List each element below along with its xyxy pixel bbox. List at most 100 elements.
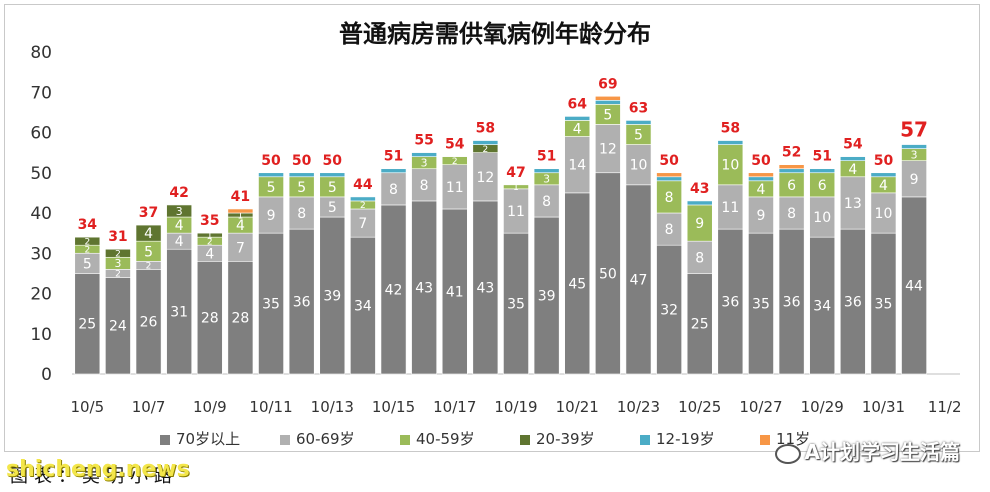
bar-total-label: 37 <box>139 205 158 221</box>
segment-value-label: 28 <box>231 311 249 327</box>
bar-segment <box>686 200 713 206</box>
segment-value-label: 4 <box>175 234 184 250</box>
x-tick-label: 10/23 <box>617 398 660 416</box>
bar-segment <box>564 116 591 121</box>
segment-value-label: 36 <box>844 295 862 311</box>
bar-segment <box>870 172 897 178</box>
bar-segment <box>686 240 713 274</box>
chart-frame <box>4 4 980 452</box>
bar-segment <box>472 140 499 145</box>
legend-label: 12-19岁 <box>656 430 715 448</box>
segment-value-label: 2 <box>207 237 213 247</box>
legend-swatch <box>160 434 170 445</box>
bar-segment <box>227 232 254 262</box>
bar-segment <box>503 184 529 190</box>
bar-segment <box>350 236 376 375</box>
bar-segment <box>809 236 836 375</box>
bar-total-label: 54 <box>843 137 863 153</box>
bar-segment <box>441 208 468 375</box>
segment-value-label: 43 <box>476 281 494 297</box>
segment-value-label: 28 <box>201 311 219 327</box>
segment-value-label: 1 <box>207 231 213 241</box>
bar-total-label: 54 <box>445 137 465 153</box>
bar-segment <box>748 232 774 375</box>
bar-segment <box>227 260 254 375</box>
y-tick-label: 0 <box>41 365 52 385</box>
bar-total-label: 35 <box>200 213 219 229</box>
segment-value-label: 4 <box>205 246 214 262</box>
segment-value-label: 5 <box>297 180 306 196</box>
bar-total-label: 41 <box>231 189 250 205</box>
chart-title: 普通病房需供氧病例年龄分布 <box>339 20 651 48</box>
bar-segment <box>625 184 652 375</box>
bar-segment <box>748 196 774 234</box>
bar-segment <box>625 120 652 125</box>
segment-value-label: 7 <box>236 240 245 256</box>
segment-value-label: 8 <box>297 206 306 222</box>
segment-value-label: 3 <box>114 257 121 270</box>
bar-segment <box>809 196 836 238</box>
bar-total-label: 57 <box>900 118 928 142</box>
x-tick-label: 10/11 <box>249 398 292 416</box>
segment-value-label: 10 <box>875 206 893 222</box>
y-tick-label: 70 <box>30 83 52 103</box>
bar-segment <box>135 224 162 242</box>
segment-value-label: 5 <box>328 180 337 196</box>
segment-value-label: 50 <box>599 266 617 282</box>
bar-segment <box>503 232 529 375</box>
legend-item: 70岁以上 <box>160 428 240 449</box>
legend-item: 20-39岁 <box>520 428 595 449</box>
bar-segment <box>380 172 407 206</box>
segment-value-label: 35 <box>262 297 280 313</box>
bar-total-label: 50 <box>292 153 312 169</box>
bar-segment <box>809 172 836 198</box>
segment-value-label: 2 <box>84 237 90 247</box>
bar-segment <box>166 204 193 218</box>
bar-segment <box>778 228 805 375</box>
segment-value-label: 4 <box>236 218 245 234</box>
bar-segment <box>595 172 621 375</box>
bar-segment <box>901 160 927 198</box>
bar-segment <box>380 168 407 174</box>
segment-value-label: 5 <box>267 180 276 196</box>
segment-value-label: 42 <box>385 283 403 299</box>
account-label: A计划学习生活篇 <box>804 440 960 464</box>
bar-total-label: 50 <box>261 153 281 169</box>
segment-value-label: 9 <box>757 208 766 224</box>
bar-segment <box>656 176 682 182</box>
bar-total-label: 58 <box>476 121 495 137</box>
segment-value-label: 39 <box>323 289 341 305</box>
segment-value-label: 35 <box>875 297 893 313</box>
x-tick-label: 10/15 <box>372 398 415 416</box>
segment-value-label: 4 <box>144 226 153 242</box>
account-name: A计划学习生活篇 <box>774 436 960 465</box>
x-tick-label: 10/31 <box>862 398 905 416</box>
segment-value-label: 3 <box>543 173 550 186</box>
bar-segment <box>472 200 499 375</box>
x-tick-label: 10/19 <box>494 398 537 416</box>
bar-total-label: 51 <box>537 149 556 165</box>
segment-value-label: 13 <box>844 196 862 212</box>
segment-value-label: 34 <box>354 299 372 315</box>
segment-value-label: 11 <box>446 180 464 196</box>
bar-segment <box>839 176 866 230</box>
bar-segment <box>74 236 101 246</box>
bar-total-label: 52 <box>782 145 801 161</box>
segment-value-label: 14 <box>568 158 586 174</box>
bar-segment <box>564 192 591 375</box>
legend-swatch <box>400 434 410 445</box>
segment-value-label: 5 <box>83 256 92 272</box>
bar-segment <box>196 232 223 238</box>
legend-swatch <box>760 434 770 445</box>
bar-segment <box>74 273 101 375</box>
segment-value-label: 1 <box>513 183 519 193</box>
bar-segment <box>258 172 284 178</box>
segment-value-label: 8 <box>542 194 551 210</box>
bar-segment <box>901 144 927 149</box>
bar-segment <box>258 232 284 375</box>
bar-total-label: 51 <box>384 149 403 165</box>
x-tick-label: 10/13 <box>311 398 354 416</box>
bar-total-label: 42 <box>169 185 188 201</box>
bar-segment <box>839 228 866 375</box>
bar-total-label: 50 <box>323 153 343 169</box>
